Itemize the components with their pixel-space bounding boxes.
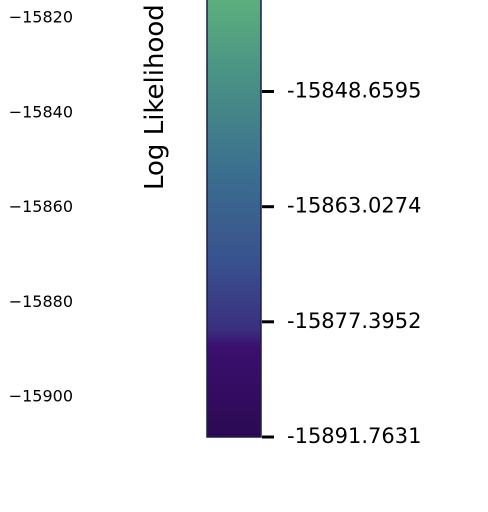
- colorbar-gradient: [206, 0, 262, 438]
- y-tick-label: −15900: [9, 387, 73, 406]
- y-tick-label: −15880: [9, 292, 73, 311]
- colorbar-label: Log Likelihood: [140, 4, 170, 190]
- colorbar-tick-label: -15848.6595: [287, 79, 422, 103]
- y-axis-ticks: −15820 −15840 −15860 −15880 −15900: [9, 8, 73, 406]
- y-tick-label: −15860: [9, 197, 73, 216]
- colorbar-tick-label: -15891.7631: [287, 424, 422, 448]
- colorbar-ticks: -15848.6595 -15863.0274 -15877.3952 -15891.…: [262, 79, 422, 448]
- colorbar-tick-label: -15863.0274: [287, 194, 422, 218]
- colorbar-tick-label: -15877.3952: [287, 309, 422, 333]
- y-tick-label: −15840: [9, 102, 73, 121]
- y-tick-label: −15820: [9, 8, 73, 27]
